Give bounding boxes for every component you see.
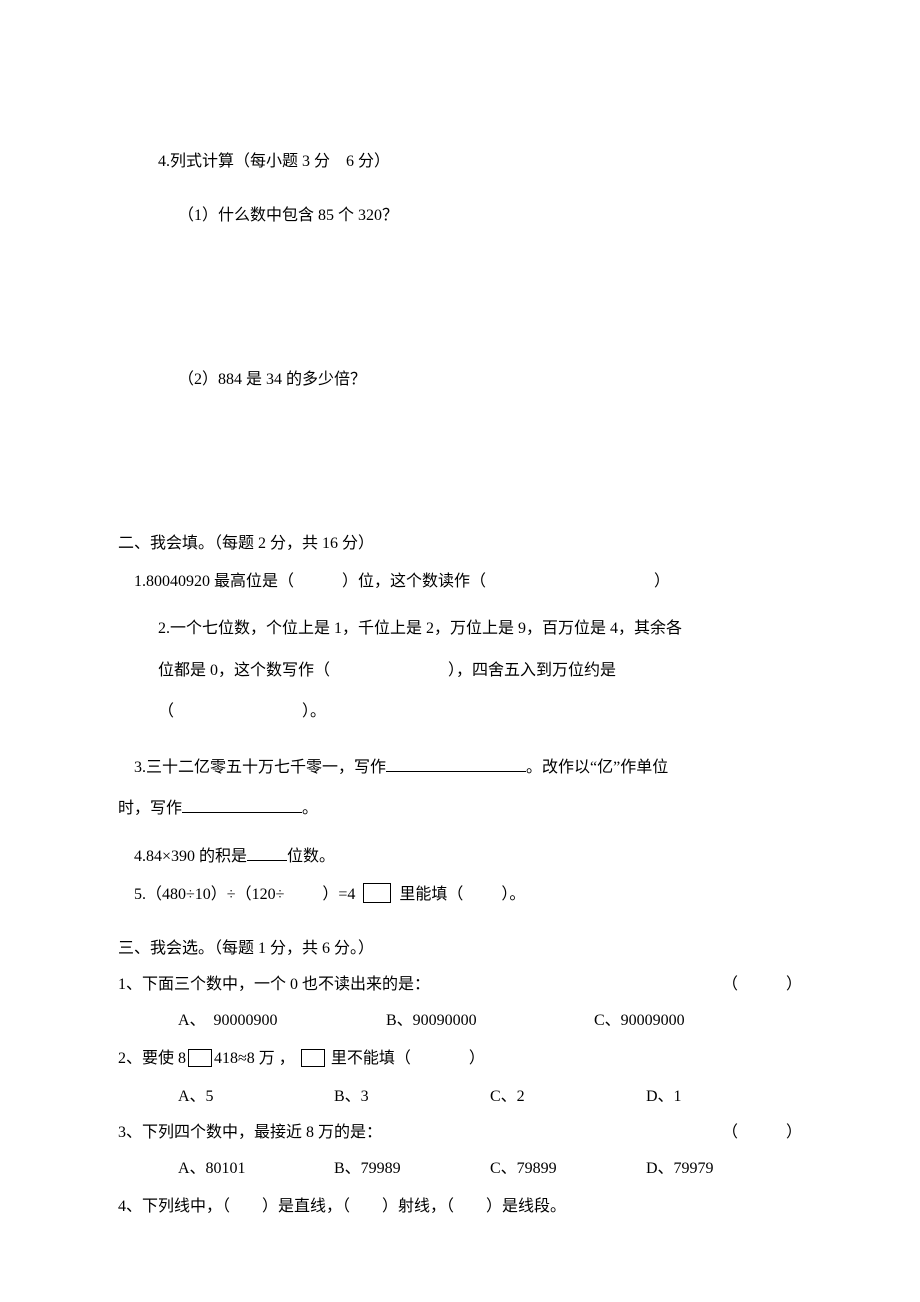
sec3-q2-c: 里不能填（ — [331, 1050, 411, 1067]
sec3-q2: 2、要使 8 418≈8 万 ， 里不能填（ ） — [118, 1047, 802, 1071]
sec1-q4-p2: （2）884 是 34 的多少倍？ — [118, 368, 802, 392]
choice-D: D、79979 — [646, 1157, 802, 1181]
choice-A: A、5 — [178, 1085, 334, 1109]
sec3-q1-choices: A、 90000900 B、90090000 C、90009000 — [178, 1009, 802, 1033]
sec3-q3-choices: A、80101 B、79989 C、79899 D、79979 — [178, 1157, 802, 1181]
sec1-q4-title: 4.列式计算（每小题 3 分 6 分） — [118, 150, 802, 174]
sec3-title: 三、我会选。（每题 1 分，共 6 分。） — [118, 937, 802, 961]
choice-A: A、 90000900 — [178, 1009, 386, 1033]
sec1-q4-p1: （1）什么数中包含 85 个 320？ — [118, 204, 802, 228]
sec2-q1-c: ） — [654, 573, 670, 590]
sec3-q3-text: 3、下列四个数中，最接近 8 万的是： — [118, 1121, 382, 1145]
sec2-q3-d: 。 — [302, 800, 318, 817]
sec2-q3: 3.三十二亿零五十万七千零一，写作 。改作以“亿”作单位 时，写作 。 — [118, 747, 802, 830]
choice-B: B、90090000 — [386, 1009, 594, 1033]
blank-box — [188, 1049, 212, 1067]
sec2-q5-d: ）。 — [501, 886, 525, 903]
sec2-q5-c: 里能填（ — [399, 886, 463, 903]
sec2-q1-b: ）位，这个数读作（ — [342, 573, 486, 590]
sec2-q4-a: 4.84×390 的积是 — [134, 848, 247, 865]
sec3-q3: 3、下列四个数中，最接近 8 万的是： （ ） — [118, 1121, 802, 1145]
sec2-q4-b: 位数。 — [287, 848, 335, 865]
sec3-q1: 1、下面三个数中，一个 0 也不读出来的是： （ ） — [118, 973, 802, 997]
sec2-q2-b: 位都是 0，这个数写作（ — [158, 662, 330, 679]
sec2-q3-a: 3.三十二亿零五十万七千零一，写作 — [118, 759, 386, 776]
sec2-q5-b: ）=4 — [322, 886, 355, 903]
choice-B: B、3 — [334, 1085, 490, 1109]
sec2-q5: 5.（480÷10）÷（120÷ ）=4 里能填（ ）。 — [118, 883, 802, 907]
blank-underline — [386, 755, 526, 772]
sec2-q1: 1.80040920 最高位是（ ）位，这个数读作（ ） — [118, 570, 802, 594]
sec3-q1-blank: （ ） — [722, 973, 802, 997]
sec2-title: 二、我会填。（每题 2 分，共 16 分） — [118, 532, 802, 556]
sec2-q2-e: ）。 — [302, 703, 326, 720]
sec3-q4: 4、下列线中，（ ）是直线，（ ）射线，（ ）是线段。 — [118, 1195, 802, 1219]
choice-C: C、79899 — [490, 1157, 646, 1181]
sec3-q2-d: ） — [469, 1050, 485, 1067]
blank-underline — [182, 796, 302, 813]
section-2: 二、我会填。（每题 2 分，共 16 分） 1.80040920 最高位是（ ）… — [118, 532, 802, 907]
sec3-q3-blank: （ ） — [722, 1121, 802, 1145]
choice-A: A、80101 — [178, 1157, 334, 1181]
sec2-q3-b: 。改作以“亿”作单位 — [526, 759, 668, 776]
sec2-q4: 4.84×390 的积是 位数。 — [118, 844, 802, 869]
sec3-q1-text: 1、下面三个数中，一个 0 也不读出来的是： — [118, 973, 430, 997]
sec2-q5-a: 5.（480÷10）÷（120÷ — [134, 886, 284, 903]
choice-C: C、2 — [490, 1085, 646, 1109]
choice-B: B、79989 — [334, 1157, 490, 1181]
sec3-q2-a: 2、要使 8 — [118, 1050, 186, 1067]
blank-underline — [247, 844, 287, 861]
sec2-q2: 2.一个七位数，个位上是 1，千位上是 2，万位上是 9，百万位是 4，其余各 … — [118, 608, 802, 733]
blank-box — [363, 883, 391, 903]
choice-C: C、90009000 — [594, 1009, 802, 1033]
section-3: 三、我会选。（每题 1 分，共 6 分。） 1、下面三个数中，一个 0 也不读出… — [118, 937, 802, 1219]
sec2-q2-a: 2.一个七位数，个位上是 1，千位上是 2，万位上是 9，百万位是 4，其余各 — [158, 620, 682, 637]
sec2-q3-c: 时，写作 — [118, 800, 182, 817]
sec3-q2-choices: A、5 B、3 C、2 D、1 — [178, 1085, 802, 1109]
blank-box — [301, 1049, 325, 1067]
choice-D: D、1 — [646, 1085, 802, 1109]
sec2-q2-c: ），四舍五入到万位约是 — [448, 662, 616, 679]
sec3-q4-text: 4、下列线中，（ ）是直线，（ ）射线，（ ）是线段。 — [118, 1198, 566, 1215]
sec2-q1-a: 1.80040920 最高位是（ — [134, 573, 294, 590]
sec2-q2-d: （ — [158, 703, 174, 720]
document-page: 4.列式计算（每小题 3 分 6 分） （1）什么数中包含 85 个 320？ … — [0, 0, 920, 1302]
sec3-q2-b: 418≈8 万 ， — [214, 1050, 295, 1067]
